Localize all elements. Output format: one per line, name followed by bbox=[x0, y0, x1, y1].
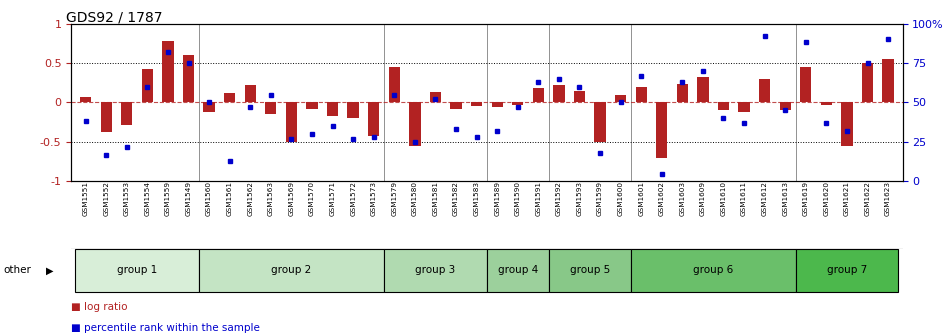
Bar bbox=[75, 249, 199, 292]
Text: GSM1612: GSM1612 bbox=[762, 181, 768, 216]
Text: GSM1609: GSM1609 bbox=[700, 181, 706, 216]
Bar bbox=[759, 79, 770, 102]
Bar bbox=[780, 102, 791, 110]
Text: GSM1552: GSM1552 bbox=[104, 181, 109, 216]
Text: group 6: group 6 bbox=[694, 265, 733, 276]
Text: group 3: group 3 bbox=[415, 265, 456, 276]
Bar bbox=[636, 87, 647, 102]
Bar bbox=[553, 85, 564, 102]
Bar bbox=[574, 91, 585, 102]
Text: GSM1623: GSM1623 bbox=[885, 181, 891, 216]
Text: group 5: group 5 bbox=[570, 265, 610, 276]
Bar bbox=[389, 67, 400, 102]
Text: GSM1590: GSM1590 bbox=[515, 181, 521, 216]
Text: GSM1589: GSM1589 bbox=[494, 181, 500, 216]
Bar bbox=[631, 249, 795, 292]
Bar bbox=[821, 102, 832, 105]
Bar bbox=[697, 77, 709, 102]
Text: GSM1581: GSM1581 bbox=[432, 181, 439, 216]
Text: GSM1599: GSM1599 bbox=[597, 181, 603, 216]
Bar bbox=[615, 95, 626, 102]
Text: GDS92 / 1787: GDS92 / 1787 bbox=[66, 10, 163, 24]
Bar bbox=[512, 102, 523, 105]
Bar bbox=[384, 249, 486, 292]
Text: group 1: group 1 bbox=[117, 265, 157, 276]
Text: GSM1569: GSM1569 bbox=[289, 181, 294, 216]
Text: GSM1602: GSM1602 bbox=[658, 181, 665, 216]
Bar bbox=[80, 97, 91, 102]
Text: GSM1572: GSM1572 bbox=[351, 181, 356, 216]
Bar bbox=[718, 102, 730, 110]
Bar bbox=[656, 102, 668, 158]
Bar bbox=[486, 249, 548, 292]
Bar bbox=[738, 102, 750, 112]
Text: GSM1559: GSM1559 bbox=[165, 181, 171, 216]
Bar bbox=[676, 84, 688, 102]
Bar bbox=[306, 102, 317, 109]
Bar bbox=[450, 102, 462, 109]
Bar bbox=[533, 88, 544, 102]
Bar bbox=[203, 102, 215, 112]
Text: GSM1549: GSM1549 bbox=[185, 181, 192, 216]
Text: GSM1603: GSM1603 bbox=[679, 181, 685, 216]
Text: group 7: group 7 bbox=[826, 265, 867, 276]
Text: GSM1554: GSM1554 bbox=[144, 181, 150, 216]
Text: GSM1600: GSM1600 bbox=[618, 181, 623, 216]
Bar bbox=[409, 102, 421, 146]
Text: group 4: group 4 bbox=[498, 265, 538, 276]
Bar bbox=[348, 102, 359, 118]
Text: GSM1592: GSM1592 bbox=[556, 181, 561, 216]
Text: GSM1551: GSM1551 bbox=[83, 181, 88, 216]
Bar bbox=[842, 102, 852, 146]
Text: GSM1619: GSM1619 bbox=[803, 181, 808, 216]
Text: GSM1571: GSM1571 bbox=[330, 181, 335, 216]
Text: GSM1620: GSM1620 bbox=[824, 181, 829, 216]
Text: GSM1560: GSM1560 bbox=[206, 181, 212, 216]
Text: ▶: ▶ bbox=[46, 265, 53, 276]
Bar bbox=[286, 102, 297, 142]
Text: GSM1601: GSM1601 bbox=[638, 181, 644, 216]
Text: GSM1622: GSM1622 bbox=[864, 181, 870, 216]
Text: ■ log ratio: ■ log ratio bbox=[71, 302, 127, 312]
Text: GSM1580: GSM1580 bbox=[412, 181, 418, 216]
Text: GSM1621: GSM1621 bbox=[844, 181, 850, 216]
Bar bbox=[182, 55, 194, 102]
Bar bbox=[199, 249, 384, 292]
Bar bbox=[548, 249, 631, 292]
Text: other: other bbox=[4, 265, 31, 276]
Text: GSM1579: GSM1579 bbox=[391, 181, 397, 216]
Text: ■ percentile rank within the sample: ■ percentile rank within the sample bbox=[71, 323, 260, 333]
Text: GSM1613: GSM1613 bbox=[782, 181, 788, 216]
Bar bbox=[595, 102, 606, 142]
Text: GSM1561: GSM1561 bbox=[227, 181, 233, 216]
Text: GSM1591: GSM1591 bbox=[535, 181, 541, 216]
Bar bbox=[265, 102, 276, 114]
Text: GSM1583: GSM1583 bbox=[474, 181, 480, 216]
Text: GSM1610: GSM1610 bbox=[720, 181, 727, 216]
Bar bbox=[795, 249, 899, 292]
Text: group 2: group 2 bbox=[272, 265, 312, 276]
Bar bbox=[244, 85, 256, 102]
Bar bbox=[491, 102, 503, 107]
Text: GSM1562: GSM1562 bbox=[247, 181, 254, 216]
Bar bbox=[101, 102, 112, 132]
Text: GSM1582: GSM1582 bbox=[453, 181, 459, 216]
Bar bbox=[162, 41, 174, 102]
Bar bbox=[327, 102, 338, 116]
Bar bbox=[862, 63, 873, 102]
Text: GSM1570: GSM1570 bbox=[309, 181, 315, 216]
Text: GSM1563: GSM1563 bbox=[268, 181, 274, 216]
Text: GSM1593: GSM1593 bbox=[577, 181, 582, 216]
Bar bbox=[800, 67, 811, 102]
Bar bbox=[122, 102, 132, 125]
Bar bbox=[471, 102, 483, 107]
Bar bbox=[142, 69, 153, 102]
Bar bbox=[429, 92, 441, 102]
Text: GSM1611: GSM1611 bbox=[741, 181, 747, 216]
Bar bbox=[368, 102, 379, 136]
Bar bbox=[224, 93, 236, 102]
Bar bbox=[883, 59, 894, 102]
Text: GSM1573: GSM1573 bbox=[370, 181, 377, 216]
Text: GSM1553: GSM1553 bbox=[124, 181, 130, 216]
